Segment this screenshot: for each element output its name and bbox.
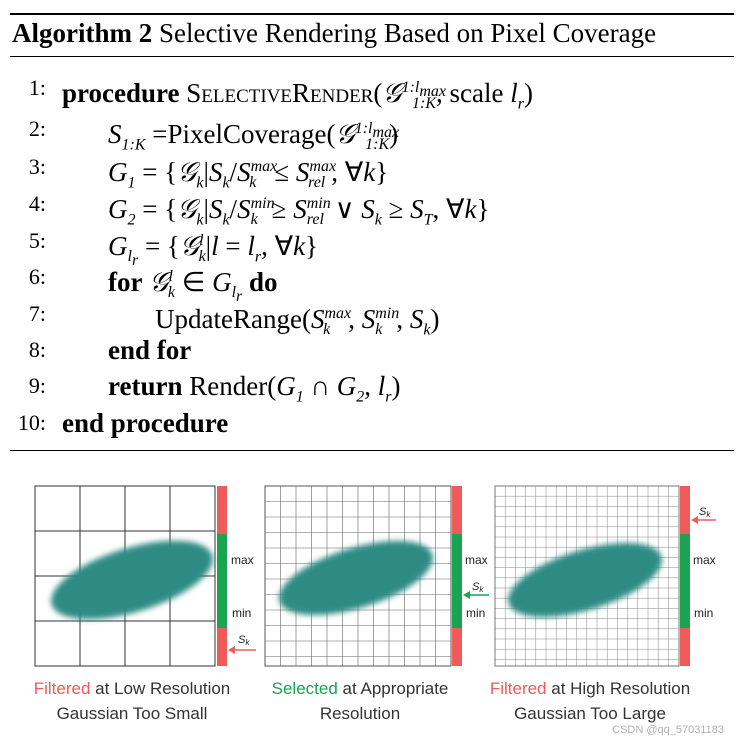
max-label: max: [465, 553, 488, 567]
range-bar-bottom: [680, 628, 690, 666]
line-number: 3:: [28, 154, 46, 179]
line-number: 6:: [28, 264, 46, 289]
gaussian-ellipse: [507, 542, 663, 618]
caption-status: Selected: [271, 679, 338, 698]
range-bar-bottom: [452, 628, 462, 666]
keyword-end-for: end for: [108, 335, 192, 365]
line-number: 7:: [28, 301, 46, 326]
range-bar-top: [217, 486, 227, 534]
line-number: 10:: [17, 410, 46, 435]
caption-high-res: Filtered at High Resolution Gaussian Too…: [489, 679, 691, 723]
algorithm-label: Algorithm 2: [12, 18, 153, 48]
caption-low-res: Filtered at Low Resolution Gaussian Too …: [33, 679, 231, 723]
line-number: 9:: [28, 373, 46, 398]
panel-appropriate-res: [264, 485, 489, 667]
min-label: min: [694, 606, 713, 620]
bottom-rule: [10, 450, 734, 451]
sk-label: Sk: [238, 634, 250, 647]
max-label: max: [231, 553, 254, 567]
render-call: Render: [189, 371, 268, 401]
range-bar-bottom: [217, 628, 227, 666]
line-number: 4:: [28, 191, 46, 216]
algorithm-title: Algorithm 2 Selective Rendering Based on…: [12, 18, 656, 49]
range-bar-top: [452, 486, 462, 534]
caption-status: Filtered: [33, 679, 91, 698]
range-bar-mid: [217, 534, 227, 628]
line-number: 1:: [28, 75, 46, 100]
pixel-coverage-call: PixelCoverage: [167, 119, 327, 149]
update-range-call: UpdateRange: [155, 304, 302, 334]
max-label: max: [693, 553, 716, 567]
scale-param: , scale: [436, 78, 511, 108]
range-bar-mid: [680, 534, 690, 628]
keyword-do: do: [249, 267, 278, 297]
panel-low-res: [34, 485, 256, 667]
line-number: 2:: [28, 116, 46, 141]
keyword-procedure: procedure: [62, 78, 180, 108]
min-label: min: [466, 606, 485, 620]
range-bar-mid: [452, 534, 462, 628]
watermark: CSDN @qq_57031183: [612, 724, 724, 736]
algorithm-name: Selective Rendering Based on Pixel Cover…: [158, 18, 657, 48]
top-rule: [10, 13, 734, 15]
gaussian-ellipse: [278, 540, 434, 616]
sk-label: Sk: [699, 506, 711, 519]
sk-label: Sk: [472, 581, 484, 594]
caption-appropriate-res: Selected at Appropriate Resolution: [271, 679, 449, 723]
title-rule: [10, 56, 734, 57]
line-number: 8:: [28, 337, 46, 362]
function-name: SelectiveRender: [186, 78, 374, 108]
range-bar-top: [680, 486, 690, 534]
panel-high-res: [494, 485, 716, 667]
caption-status: Filtered: [489, 679, 547, 698]
keyword-return: return: [108, 371, 183, 401]
min-label: min: [232, 606, 251, 620]
keyword-for: for: [108, 267, 143, 297]
keyword-end-procedure: end procedure: [62, 408, 229, 438]
coverage-figure: max min max min max min Sk Sk Sk: [34, 485, 716, 667]
line-number: 5:: [28, 228, 46, 253]
gaussian-ellipse: [51, 540, 213, 620]
